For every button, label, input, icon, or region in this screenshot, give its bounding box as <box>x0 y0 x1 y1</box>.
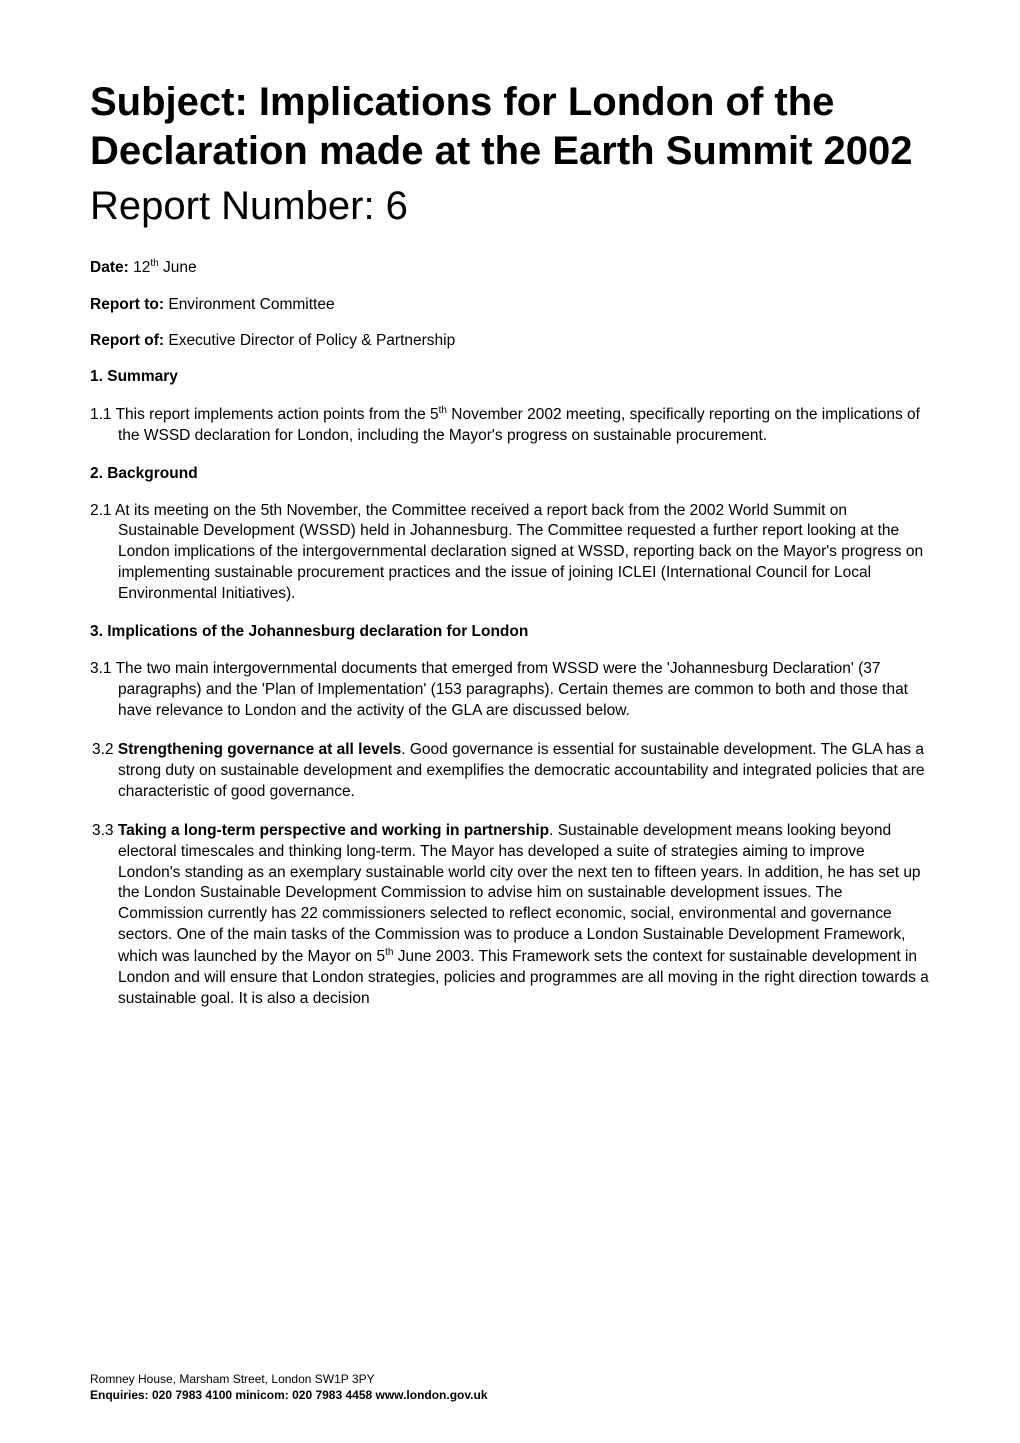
date-ordinal-sup: th <box>150 258 158 269</box>
footer-contact: Enquiries: 020 7983 4100 minicom: 020 79… <box>90 1387 488 1403</box>
section-3-para-2: 3.2 Strengthening governance at all leve… <box>90 740 930 803</box>
report-to-label: Report to: <box>90 296 164 313</box>
report-to-line: Report to: Environment Committee <box>90 296 930 314</box>
s1p1-lead: 1.1 This report implements action points… <box>90 406 439 423</box>
s1p1-sup: th <box>439 405 447 416</box>
date-value-prefix: 12 <box>129 260 151 277</box>
section-2-para-1: 2.1 At its meeting on the 5th November, … <box>90 501 930 606</box>
s3p3-rest-a: . Sustainable development means looking … <box>118 822 921 966</box>
s3p2-lead: 3.2 <box>92 741 118 758</box>
report-of-value: Executive Director of Policy & Partnersh… <box>164 332 455 349</box>
report-of-label: Report of: <box>90 332 164 349</box>
page-container: Subject: Implications for London of the … <box>0 0 1020 1443</box>
title-line-2: Declaration made at the Earth Summit 200… <box>90 129 913 173</box>
report-of-line: Report of: Executive Director of Policy … <box>90 332 930 350</box>
date-line: Date: 12th June <box>90 258 930 277</box>
page-footer: Romney House, Marsham Street, London SW1… <box>90 1371 488 1403</box>
footer-address: Romney House, Marsham Street, London SW1… <box>90 1371 488 1387</box>
section-3-heading: 3. Implications of the Johannesburg decl… <box>90 623 930 641</box>
s3p3-lead: 3.3 <box>92 822 118 839</box>
s3p3-bold: Taking a long-term perspective and worki… <box>118 822 549 839</box>
date-value-suffix: June <box>159 260 197 277</box>
section-1-para-1: 1.1 This report implements action points… <box>90 404 930 447</box>
document-subtitle: Report Number: 6 <box>90 182 930 231</box>
report-to-value: Environment Committee <box>164 296 335 313</box>
section-3-para-1: 3.1 The two main intergovernmental docum… <box>90 659 930 722</box>
date-label: Date: <box>90 260 129 277</box>
title-line-1: Subject: Implications for London of the <box>90 80 834 124</box>
section-2-heading: 2. Background <box>90 465 930 483</box>
section-3-para-3: 3.3 Taking a long-term perspective and w… <box>90 821 930 1010</box>
s3p2-bold: Strengthening governance at all levels <box>118 741 401 758</box>
section-1-heading: 1. Summary <box>90 368 930 386</box>
document-title: Subject: Implications for London of the … <box>90 78 930 176</box>
